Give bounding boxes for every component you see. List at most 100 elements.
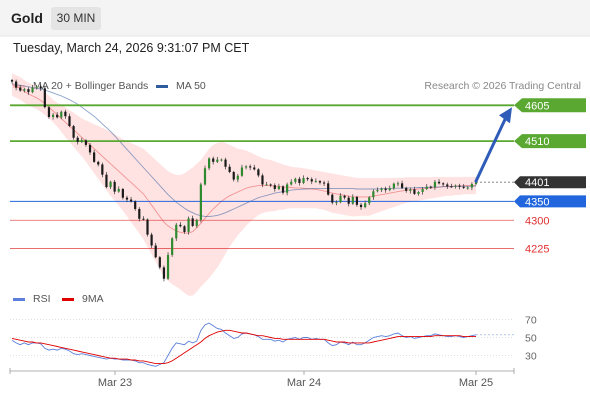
- candle: [273, 183, 276, 192]
- candle: [290, 179, 293, 186]
- candle: [183, 225, 186, 234]
- candle-body: [314, 181, 317, 183]
- candle: [207, 157, 211, 171]
- candle: [396, 181, 400, 187]
- pivot-label-text-4350: 4350: [525, 196, 549, 208]
- candle-body: [470, 184, 473, 188]
- candle-body: [318, 181, 322, 183]
- legend-label-ma50: MA 50: [176, 80, 206, 92]
- chart-datetime: Tuesday, March 24, 2026 9:31:07 PM CET: [13, 41, 250, 55]
- candle-body: [27, 89, 30, 93]
- candle-body: [207, 158, 211, 169]
- last-price-label-bg: [514, 176, 586, 189]
- candle: [249, 164, 252, 171]
- candle: [72, 124, 75, 140]
- candle-body: [454, 185, 457, 187]
- candle: [97, 160, 100, 167]
- candle: [203, 165, 207, 186]
- candle: [409, 187, 412, 194]
- candle-body: [171, 238, 174, 255]
- candle: [331, 193, 334, 205]
- candle-body: [224, 159, 227, 167]
- candle-body: [433, 181, 437, 188]
- legend-swatch-9ma: [62, 297, 74, 301]
- candle: [125, 195, 129, 203]
- ma20-line: [11, 84, 476, 234]
- candle-body: [343, 195, 346, 198]
- candle-body: [244, 166, 248, 168]
- timeframe-button[interactable]: 30 MIN: [51, 7, 101, 30]
- x-tick-label: Mar 25: [459, 377, 493, 389]
- candle-body: [249, 166, 252, 168]
- candle-body: [212, 158, 215, 162]
- candle-body: [421, 188, 424, 192]
- candle: [277, 183, 281, 191]
- candle-body: [462, 186, 465, 188]
- candle-body: [417, 192, 420, 194]
- candle-body: [195, 219, 198, 226]
- candle: [458, 183, 461, 190]
- candle: [322, 180, 326, 186]
- candle: [306, 176, 309, 182]
- candle: [228, 164, 231, 174]
- candle-body: [88, 144, 92, 153]
- candle: [257, 168, 260, 178]
- candle: [347, 195, 350, 207]
- candle-body: [286, 184, 289, 193]
- candle-body: [187, 218, 190, 232]
- candle: [105, 172, 108, 189]
- candle-body: [466, 187, 469, 189]
- resistance-label-bg-4510: [514, 134, 586, 149]
- candle-body: [294, 178, 297, 182]
- candle-body: [101, 164, 104, 175]
- candle-body: [281, 186, 285, 193]
- candle-body: [121, 188, 124, 198]
- candle: [56, 112, 59, 119]
- candle: [195, 218, 198, 228]
- candle: [39, 84, 42, 91]
- candle: [372, 189, 375, 200]
- candle-body: [298, 178, 301, 183]
- candle: [27, 87, 30, 95]
- candle: [68, 113, 71, 128]
- candle-body: [64, 111, 67, 117]
- candle-body: [261, 175, 264, 185]
- candle: [351, 194, 354, 205]
- candle-body: [413, 189, 416, 194]
- candle-body: [265, 184, 268, 186]
- candle: [47, 106, 51, 119]
- candle-body: [290, 181, 293, 185]
- candle-body: [162, 267, 166, 279]
- candle-body: [68, 116, 71, 127]
- candle: [64, 109, 67, 119]
- candle-body: [97, 161, 100, 165]
- candle-body: [396, 183, 400, 185]
- candle: [101, 162, 104, 178]
- candle: [269, 183, 272, 188]
- candle-body: [306, 178, 309, 180]
- candle-body: [109, 181, 112, 188]
- candle-body: [232, 172, 235, 180]
- candle-body: [253, 167, 256, 170]
- candle-body: [154, 245, 157, 258]
- projection-arrow: [474, 107, 512, 183]
- candle: [400, 180, 404, 189]
- candle: [191, 215, 194, 228]
- candle-body: [199, 184, 202, 220]
- candle: [109, 180, 112, 189]
- candle-body: [158, 257, 161, 268]
- legend-label-bollinger: MA 20 + Bollinger Bands: [33, 80, 149, 92]
- candle: [454, 184, 457, 189]
- candle-body: [31, 87, 34, 93]
- candle: [446, 182, 449, 189]
- candle: [84, 139, 88, 147]
- candle-body: [368, 197, 371, 204]
- candle-body: [257, 169, 260, 176]
- candle-body: [277, 186, 281, 189]
- projection-arrow-shaft: [474, 115, 508, 183]
- candle-body: [388, 188, 391, 191]
- candle-body: [458, 185, 461, 187]
- candle-body: [273, 185, 276, 189]
- candle-body: [384, 188, 387, 191]
